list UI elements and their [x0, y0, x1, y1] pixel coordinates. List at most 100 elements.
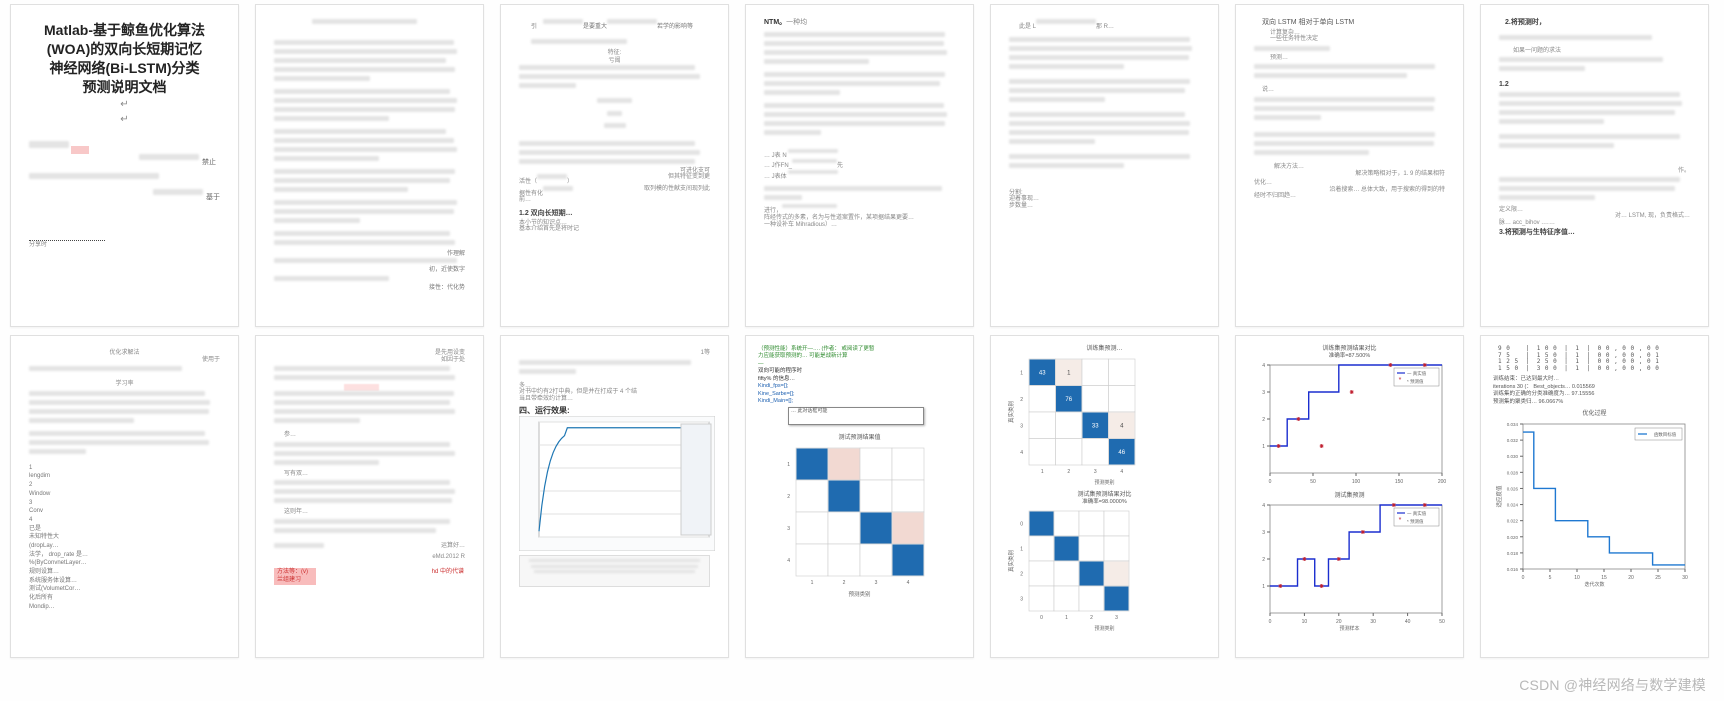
svg-text:2: 2 [1090, 615, 1093, 621]
svg-text:3: 3 [1262, 530, 1265, 536]
chart-title: 测试集预测结果对比 [1005, 492, 1204, 499]
svg-text:50: 50 [1310, 479, 1316, 485]
chart-title: 测试集预测 [1248, 493, 1451, 500]
log-output: 训练结束：已达到最大时…iterations 30 (： Best_object… [1493, 376, 1696, 406]
paragraph-mark-icon: ↵ [29, 112, 220, 127]
training-curve-chart [519, 416, 715, 551]
step-chart: 010203040501234一 真实值** 预测值 [1248, 499, 1448, 627]
svg-text:1: 1 [810, 580, 813, 586]
section-heading: 2.将预测时， [1499, 19, 1690, 27]
svg-text:0.024: 0.024 [1507, 502, 1519, 507]
section-heading: 3.将预测与生特征序值… [1499, 226, 1690, 237]
page-thumb-2[interactable]: 作理解 初，近使数字 接性：代化势 [255, 4, 484, 327]
svg-text:40: 40 [1405, 619, 1411, 625]
svg-text:3: 3 [1020, 423, 1023, 429]
page-thumb-9[interactable]: 是先用设变 如因于处 参… 写有双… 这则年… 运算好… eMd.2012 R … [255, 335, 484, 658]
svg-text:2: 2 [1262, 417, 1265, 423]
svg-text:4: 4 [1262, 363, 1265, 369]
watermark: CSDN @神经网络与数学建模 [1519, 675, 1706, 695]
step-chart: 0501001502001234一 真实值** 预测值 [1248, 359, 1448, 487]
svg-text:2: 2 [1020, 396, 1023, 402]
svg-text:4: 4 [906, 580, 909, 586]
svg-text:1: 1 [1262, 584, 1265, 590]
page-thumb-13[interactable]: 训练集预测结果对比 准确率=87.500% 0501001502001234一 … [1235, 335, 1464, 658]
svg-text:100: 100 [1352, 479, 1361, 485]
svg-text:3: 3 [874, 580, 877, 586]
body-text: 双向 LSTM 相对于单向 LSTM [1254, 19, 1445, 27]
svg-text:2: 2 [1020, 571, 1023, 577]
svg-text:30: 30 [1370, 619, 1376, 625]
svg-text:20: 20 [1628, 575, 1634, 581]
svg-text:150: 150 [1395, 479, 1404, 485]
svg-text:0.016: 0.016 [1507, 567, 1519, 572]
page-thumb-12[interactable]: 训练集预测… 真实类别431763344611223344 预测类别 测试集预测… [990, 335, 1219, 658]
svg-text:0.022: 0.022 [1507, 518, 1519, 523]
svg-text:1: 1 [1262, 444, 1265, 450]
meta-text: 禁止 [29, 154, 220, 167]
svg-text:0.020: 0.020 [1507, 534, 1519, 539]
svg-text:2: 2 [842, 580, 845, 586]
svg-text:1: 1 [1065, 615, 1068, 621]
svg-text:15: 15 [1601, 575, 1607, 581]
table: 方法等：(v)hd 中的代谱 兰组建习 [274, 568, 465, 585]
svg-text:4: 4 [1262, 503, 1265, 509]
page-thumb-3[interactable]: 引是要重大若学的影响等 特征: 亏阈 可进化支可 活性（）但其特征变到更 据性有… [500, 4, 729, 327]
section-heading: 1.2 双向长短期… [519, 210, 710, 218]
svg-text:*: * [1399, 517, 1402, 524]
axis-label: 预测样本 [1248, 627, 1451, 633]
svg-text:0.034: 0.034 [1507, 422, 1519, 427]
dialog-box: … 此对话框可能 [788, 407, 924, 425]
thumbnail-grid: Matlab-基于鲸鱼优化算法 (WOA)的双向长短期记忆 神经网络(Bi-LS… [0, 0, 1724, 688]
confusion-matrix: 真实类别431763344611223344 [1005, 353, 1185, 481]
chart-title: 优化过程 [1493, 411, 1696, 418]
svg-text:0.032: 0.032 [1507, 438, 1519, 443]
svg-text:20: 20 [1336, 619, 1342, 625]
page-thumb-6[interactable]: 双向 LSTM 相对于单向 LSTM 计算复杂… 一些任务特性决定 预测… 说…… [1235, 4, 1464, 327]
svg-text:0.028: 0.028 [1507, 470, 1519, 475]
page-thumb-1[interactable]: Matlab-基于鲸鱼优化算法 (WOA)的双向长短期记忆 神经网络(Bi-LS… [10, 4, 239, 327]
svg-text:33: 33 [1092, 423, 1099, 429]
svg-text:3: 3 [787, 526, 790, 532]
svg-text:0: 0 [1522, 575, 1525, 581]
svg-text:50: 50 [1439, 619, 1445, 625]
page-thumb-11[interactable]: （预测性能）系统开—…. (作者： 或阅读了更暂力应能获取预测的… 可能是战新计… [745, 335, 974, 658]
svg-text:3: 3 [1115, 615, 1118, 621]
page-thumb-14[interactable]: 9 0|1 0 0|1|0 0 , 0 0 , 0 07 5|1 5 0|1|0… [1480, 335, 1709, 658]
svg-text:0: 0 [1269, 619, 1272, 625]
svg-text:30: 30 [1682, 575, 1688, 581]
svg-text:1: 1 [1020, 546, 1023, 552]
section-heading: 四、运行效果: [519, 407, 710, 416]
svg-text:* 预测值: * 预测值 [1407, 518, 1424, 525]
svg-text:*: * [1399, 377, 1402, 384]
svg-text:76: 76 [1065, 396, 1072, 402]
thumbnail-row-2: 优化求解法 使用于 学习率 1lengdim2Window3Conv4已是未知特… [10, 335, 1714, 658]
svg-text:4: 4 [787, 558, 790, 564]
page-thumb-4[interactable]: NTM。一种均 … J表 N … J作FN_先 … J表体 进行， 阵经传式的多… [745, 4, 974, 327]
thumbnail-row-1: Matlab-基于鲸鱼优化算法 (WOA)的双向长短期记忆 神经网络(Bi-LS… [10, 4, 1714, 327]
axis-label: 迭代次数 [1493, 583, 1696, 589]
svg-text:200: 200 [1438, 479, 1447, 485]
svg-text:适应度值: 适应度值 [1495, 485, 1503, 508]
svg-text:5: 5 [1549, 575, 1552, 581]
highlight-mark [344, 384, 379, 391]
svg-text:1: 1 [787, 462, 790, 468]
svg-text:0: 0 [1020, 521, 1023, 527]
page-thumb-7[interactable]: 2.将预测时， 如果一问题的求法 1.2 作。 定义限… 对… LSTM, 现，… [1480, 4, 1709, 327]
paragraph-mark-icon: ↵ [29, 97, 220, 112]
svg-text:真实类别: 真实类别 [1007, 401, 1015, 423]
svg-text:1: 1 [1020, 370, 1023, 376]
chart-title: 训练集预测结果对比 [1248, 346, 1451, 353]
confusion-matrix: 真实类别00112233 [1005, 505, 1185, 627]
svg-text:0.030: 0.030 [1507, 454, 1519, 459]
svg-text:3: 3 [1262, 390, 1265, 396]
axis-label: 预测类别 [758, 592, 961, 598]
page-thumb-10[interactable]: 1等 多… 对书中约有2打中典，但是并在打成于 4 个结 当且带牵效约计算… 四… [500, 335, 729, 658]
svg-text:一 真实值: 一 真实值 [1407, 370, 1427, 377]
svg-text:1: 1 [1041, 469, 1044, 475]
svg-text:0.026: 0.026 [1507, 486, 1519, 491]
page-thumb-5[interactable]: 此是 L那 R… 分割: 迎着事现… 步数量… [990, 4, 1219, 327]
svg-text:2: 2 [1067, 469, 1070, 475]
meta-text: 基于 [29, 185, 220, 202]
page-thumb-8[interactable]: 优化求解法 使用于 学习率 1lengdim2Window3Conv4已是未知特… [10, 335, 239, 658]
svg-text:25: 25 [1655, 575, 1661, 581]
